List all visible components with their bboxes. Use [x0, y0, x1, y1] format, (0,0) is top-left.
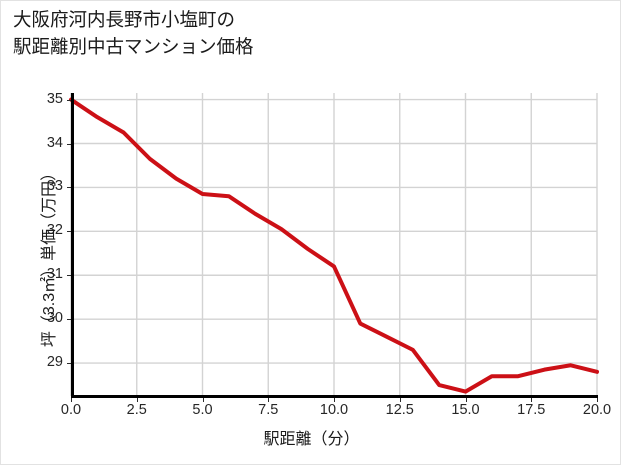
y-tick-mark	[67, 187, 71, 189]
x-tick-mark	[334, 398, 335, 402]
x-tick-mark	[399, 398, 401, 402]
y-tick-mark	[67, 363, 71, 365]
x-tick-label: 12.5	[385, 402, 414, 418]
x-tick-label: 20.0	[582, 402, 612, 418]
x-axis-title: 駅距離（分）	[263, 431, 360, 448]
x-tick-mark	[531, 398, 533, 402]
x-tick-label: 7.5	[258, 402, 279, 418]
y-tick-mark	[67, 275, 71, 277]
y-tick-mark	[67, 143, 71, 145]
y-tick-mark	[67, 319, 71, 321]
x-tick-mark	[136, 398, 138, 402]
x-tick-label: 2.5	[126, 402, 147, 418]
x-tick-mark	[597, 398, 598, 402]
y-axis-spine	[71, 93, 74, 397]
x-tick-label: 15.0	[451, 402, 480, 418]
x-tick-mark	[268, 398, 270, 402]
y-tick-label: 34	[46, 134, 63, 151]
y-tick-label: 31	[46, 266, 63, 283]
x-tick-label: 0.0	[60, 402, 82, 418]
data-series-line	[69, 97, 599, 394]
x-tick-label: 17.5	[517, 402, 546, 418]
x-tick-label: 10.0	[319, 402, 349, 418]
x-axis-spine	[71, 395, 598, 398]
x-tick-mark	[71, 398, 72, 402]
y-tick-mark	[67, 231, 71, 233]
price-line	[69, 97, 599, 394]
x-tick-mark	[465, 398, 467, 402]
x-tick-label: 5.0	[192, 402, 213, 418]
x-tick-mark	[202, 398, 204, 402]
y-tick-mark	[67, 99, 71, 101]
y-tick-label: 29	[46, 354, 63, 371]
y-tick-label: 32	[46, 222, 63, 239]
y-axis-title: 坪（3.3㎡）単価（万円）	[41, 164, 58, 348]
chart-title: 大阪府河内長野市小塩町の 駅距離別中古マンション価格	[13, 9, 254, 57]
plot-area	[69, 93, 599, 396]
y-tick-label: 35	[46, 90, 63, 107]
y-tick-label: 30	[46, 310, 63, 327]
y-tick-label: 33	[46, 178, 63, 195]
